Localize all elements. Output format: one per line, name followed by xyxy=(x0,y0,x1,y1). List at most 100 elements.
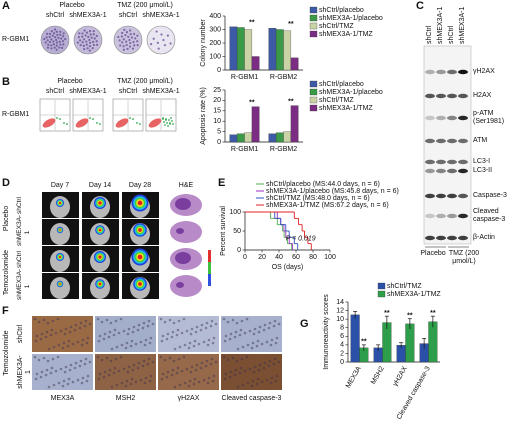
colony xyxy=(62,32,65,35)
ihc-image xyxy=(158,354,219,390)
legend-label: shCtrl/TMZ xyxy=(319,23,354,30)
ihc-nucleus xyxy=(182,355,186,359)
he-tumor xyxy=(175,198,191,210)
ihc-nucleus xyxy=(69,363,73,367)
ihc-nucleus xyxy=(166,370,170,374)
ihc-nucleus xyxy=(175,333,179,337)
ihc-nucleus xyxy=(108,330,112,334)
ihc-nucleus xyxy=(47,347,51,351)
colony xyxy=(132,40,135,44)
ihc-nucleus xyxy=(229,370,233,374)
blot-band xyxy=(425,213,435,219)
ihc-nucleus xyxy=(134,380,138,384)
flow-cells xyxy=(168,119,170,121)
colony xyxy=(136,40,139,43)
ihc-nucleus xyxy=(62,379,66,383)
tumor-signal xyxy=(98,255,102,259)
ihc-nucleus xyxy=(202,378,206,382)
ihc-nucleus xyxy=(204,364,208,368)
ihc-nucleus xyxy=(224,372,228,376)
panel-label: B xyxy=(2,76,10,88)
group-label: TMZ (200 μmol/L) xyxy=(448,250,480,265)
ihc-nucleus xyxy=(144,338,148,342)
colony xyxy=(61,46,64,49)
ihc-nucleus xyxy=(132,325,136,329)
ihc-nucleus xyxy=(173,385,177,389)
flow-cells xyxy=(92,118,94,120)
colony xyxy=(92,29,95,33)
ihc-nucleus xyxy=(260,342,264,346)
ihc-nucleus xyxy=(78,364,82,368)
colony xyxy=(82,38,86,41)
ihc-nucleus xyxy=(194,368,198,372)
ihc-nucleus xyxy=(159,317,163,321)
ihc-nucleus xyxy=(188,379,192,383)
ihc-nucleus xyxy=(146,324,150,328)
flow-cells xyxy=(115,118,129,128)
colony xyxy=(43,37,46,41)
he-section xyxy=(170,221,202,243)
ihc-nucleus xyxy=(78,326,82,330)
ihc-nucleus xyxy=(126,370,130,374)
ihc-nucleus xyxy=(234,330,238,334)
tumor-signal xyxy=(98,228,102,232)
ihc-nucleus xyxy=(86,336,90,340)
legend-label: shCtrl/placebo xyxy=(319,7,364,14)
band-label: Caspase-3 xyxy=(473,192,507,199)
blot-band xyxy=(436,93,446,99)
group-label: Temozolomide xyxy=(3,249,10,296)
lane-label: shCtrl xyxy=(45,12,65,19)
panel-label: D xyxy=(2,177,10,189)
ihc-nucleus xyxy=(275,336,279,340)
bar xyxy=(350,314,360,363)
ihc-nucleus xyxy=(100,320,104,324)
flow-cells xyxy=(132,118,134,120)
ihc-nucleus xyxy=(238,333,242,337)
ihc-nucleus xyxy=(67,339,71,343)
colony xyxy=(121,41,124,44)
legend-label: shMEX3A-1/TMZ xyxy=(319,31,373,38)
ihc-nucleus xyxy=(231,318,235,322)
blot-band xyxy=(458,168,468,174)
colony xyxy=(157,47,160,50)
ihc-nucleus xyxy=(114,319,118,323)
colony xyxy=(152,37,155,40)
ihc-nucleus xyxy=(269,343,273,347)
y-tick-label: 50 xyxy=(233,228,241,235)
colony xyxy=(85,31,89,34)
ihc-nucleus xyxy=(240,319,244,323)
flow-cells xyxy=(167,125,169,127)
bar xyxy=(244,132,253,143)
ihc-nucleus xyxy=(129,344,133,348)
colony xyxy=(88,45,92,48)
ihc-nucleus xyxy=(210,319,214,323)
legend-label: shCtrl/placebo xyxy=(319,81,364,88)
ihc-nucleus xyxy=(120,343,124,347)
colony xyxy=(130,36,134,39)
blot-band xyxy=(458,159,468,165)
colony xyxy=(55,38,58,42)
colony xyxy=(78,32,81,35)
ihc-nucleus xyxy=(235,321,239,325)
band-label: LC3-I xyxy=(473,158,491,165)
blot-band xyxy=(436,69,446,75)
ihc-nucleus xyxy=(202,340,206,344)
ihc-nucleus xyxy=(165,375,169,379)
ihc-nucleus xyxy=(105,356,109,360)
ihc-nucleus xyxy=(212,336,216,340)
ihc-nucleus xyxy=(211,379,215,383)
colony xyxy=(55,48,58,51)
colony xyxy=(88,29,92,33)
ihc-nucleus xyxy=(236,385,240,389)
blot-band xyxy=(447,138,457,144)
colony xyxy=(87,35,90,39)
ihc-nucleus xyxy=(117,331,121,335)
ihc-nucleus xyxy=(57,343,61,347)
y-tick-label: 300 xyxy=(209,26,221,33)
ihc-nucleus xyxy=(245,355,249,359)
colony xyxy=(133,32,136,36)
colony xyxy=(92,33,95,36)
blot-band xyxy=(458,213,468,219)
ihc-nucleus xyxy=(96,355,100,359)
colony xyxy=(57,36,60,39)
